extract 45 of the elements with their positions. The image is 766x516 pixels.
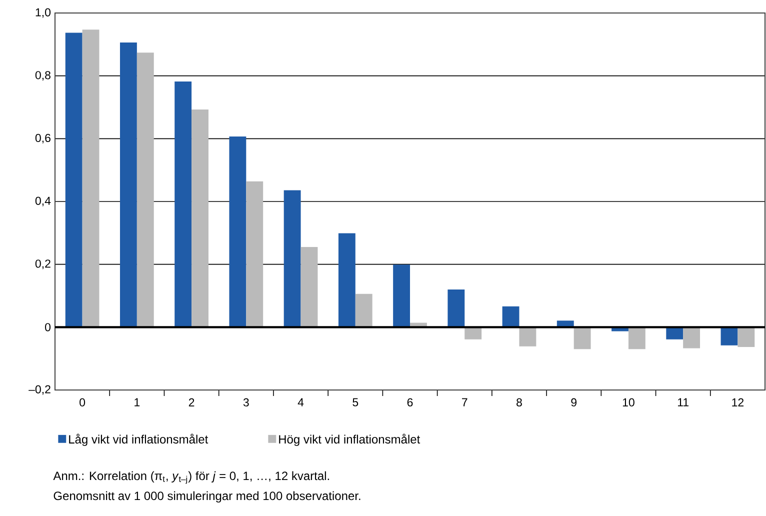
bar bbox=[683, 327, 700, 348]
x-tick-label: 0 bbox=[80, 398, 86, 406]
y-tick-label: 0,6 bbox=[35, 134, 50, 144]
y-tick-label: 0,8 bbox=[35, 71, 50, 81]
y-tick-label: 1,0 bbox=[36, 8, 51, 18]
bar bbox=[448, 289, 465, 328]
bar bbox=[720, 327, 738, 346]
text: Anm.: Korrelation (π$_{t}$, y$_{t–j}$) för j = 0, 1, …, 12 kvartal. bbox=[53, 471, 329, 484]
bar bbox=[502, 306, 520, 328]
x-tick-label: 5 bbox=[352, 398, 358, 406]
x-tick-label: 11 bbox=[678, 398, 688, 406]
legend-label: Hög vikt vid inflationsmålet bbox=[279, 434, 420, 446]
y-tick-label: 0,4 bbox=[35, 196, 51, 206]
x-tick-label: 6 bbox=[407, 398, 413, 406]
bar bbox=[393, 264, 410, 328]
bar bbox=[284, 190, 301, 328]
bar bbox=[65, 32, 82, 328]
bar bbox=[628, 327, 646, 350]
bar bbox=[574, 327, 591, 350]
bar bbox=[519, 327, 536, 346]
y-tick-label: 0 bbox=[45, 323, 51, 332]
y-tick-label: 0,2 bbox=[35, 260, 50, 270]
x-tick-label: 12 bbox=[732, 398, 744, 406]
bar bbox=[82, 30, 100, 328]
bar bbox=[355, 294, 372, 328]
bar bbox=[229, 136, 246, 328]
x-tick-label: 3 bbox=[243, 398, 249, 406]
text: Genomsnitt av 1 000 simuleringar med 100 observationer. bbox=[54, 491, 360, 502]
bar bbox=[246, 181, 264, 328]
bar bbox=[192, 109, 208, 328]
x-tick-label: 9 bbox=[571, 398, 576, 406]
bar bbox=[338, 233, 356, 328]
y-tick-label: –0,2 bbox=[28, 385, 50, 395]
bar bbox=[738, 327, 755, 347]
x-tick-label: 7 bbox=[462, 398, 468, 406]
x-tick-label: 2 bbox=[188, 398, 194, 406]
bar bbox=[136, 52, 154, 328]
x-tick-label: 10 bbox=[622, 398, 634, 406]
bar bbox=[120, 42, 137, 328]
bar bbox=[300, 247, 318, 328]
bar bbox=[174, 81, 192, 328]
legend-label: Låg vikt vid inflationsmålet bbox=[69, 434, 208, 446]
x-tick-label: 8 bbox=[516, 398, 522, 406]
x-tick-label: 1 bbox=[134, 398, 140, 406]
x-tick-label: 4 bbox=[298, 398, 304, 406]
